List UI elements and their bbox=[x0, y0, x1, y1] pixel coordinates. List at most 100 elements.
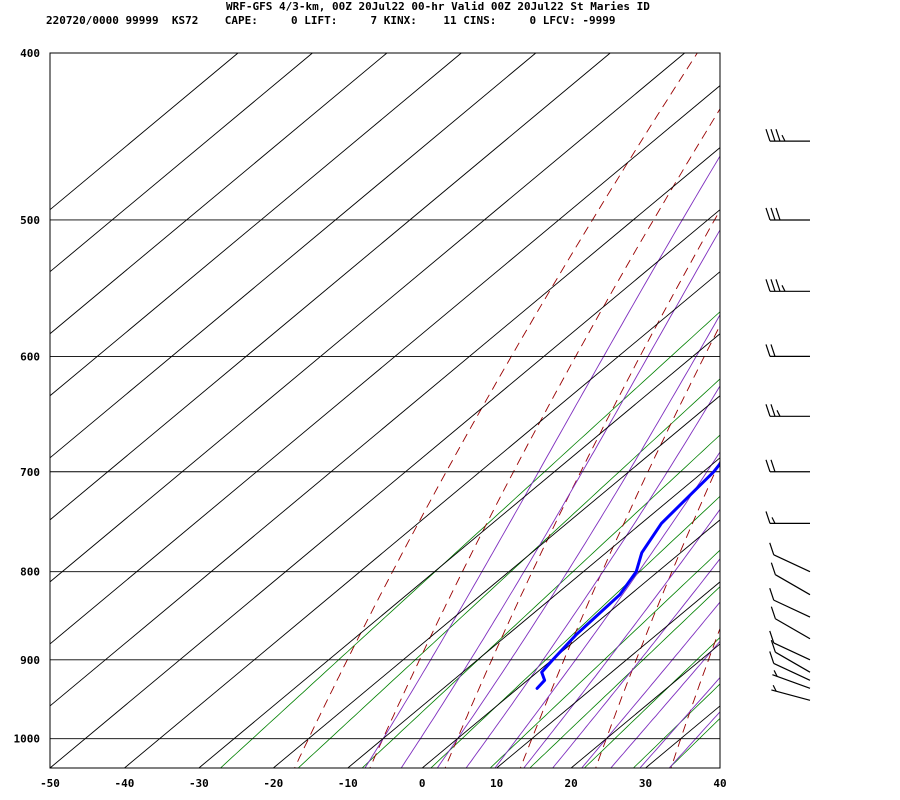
wind-barb bbox=[772, 670, 811, 689]
wind-barb-staff bbox=[773, 554, 811, 573]
wind-barb-staff bbox=[775, 651, 811, 673]
wind-barb-full-feather bbox=[770, 279, 776, 292]
moist-adiabat-line bbox=[400, 229, 720, 768]
moist-adiabat-line bbox=[581, 601, 720, 768]
isotherm-line bbox=[124, 271, 721, 769]
mixing-ratio-line bbox=[219, 311, 720, 768]
wind-barb bbox=[769, 630, 811, 661]
moist-adiabat-line bbox=[436, 313, 720, 768]
moist-adiabat-line bbox=[668, 711, 720, 768]
grid bbox=[49, 52, 721, 769]
moist-adiabat-line bbox=[639, 676, 720, 768]
background-lines bbox=[219, 15, 900, 776]
temperature-tick-label: 40 bbox=[713, 777, 726, 790]
wind-barb-full-feather bbox=[770, 207, 776, 221]
wind-barb-half-feather bbox=[781, 134, 786, 142]
wind-barb-staff bbox=[775, 618, 811, 640]
wind-barb-full-feather bbox=[765, 344, 771, 357]
wind-barbs bbox=[765, 128, 811, 701]
wind-barb-half-feather bbox=[772, 684, 777, 692]
isotherm-line bbox=[49, 52, 462, 397]
wind-barb-staff bbox=[773, 662, 811, 681]
isotherm-line bbox=[49, 209, 721, 769]
wind-barb-full-feather bbox=[770, 639, 776, 653]
wind-barb-staff bbox=[771, 689, 811, 701]
mixing-ratio-line bbox=[489, 549, 720, 768]
wind-barb bbox=[765, 404, 810, 417]
isotherm-line bbox=[645, 705, 721, 769]
isotherm-line bbox=[347, 457, 721, 769]
wind-barb-full-feather bbox=[775, 207, 781, 221]
chart-title: WRF-GFS 4/3-km, 00Z 20Jul22 00-hr Valid … bbox=[226, 0, 650, 13]
isotherm-line bbox=[49, 52, 239, 211]
dry-adiabat-line bbox=[294, 53, 698, 768]
wind-barb bbox=[769, 587, 811, 618]
wind-barb bbox=[765, 459, 810, 473]
dry-adiabat-line bbox=[369, 108, 720, 768]
wind-barb-full-feather bbox=[769, 542, 775, 555]
wind-barb-full-feather bbox=[770, 562, 776, 575]
pressure-tick-label: 900 bbox=[20, 654, 40, 667]
wind-barb bbox=[770, 606, 811, 640]
pressure-tick-label: 400 bbox=[20, 47, 40, 60]
isotherm-line bbox=[49, 85, 721, 645]
pressure-tick-label: 500 bbox=[20, 214, 40, 227]
mixing-ratio-line bbox=[529, 586, 720, 768]
temperature-profile-line bbox=[726, 145, 900, 687]
wind-barb-full-feather bbox=[770, 128, 776, 142]
isotherm-line bbox=[49, 52, 313, 273]
wind-barb bbox=[769, 542, 811, 573]
wind-barb-staff bbox=[773, 642, 811, 661]
wind-barb bbox=[765, 128, 810, 142]
wind-barb-staff bbox=[772, 674, 811, 689]
wind-barb-full-feather bbox=[765, 128, 771, 142]
wind-barb bbox=[770, 562, 811, 596]
temperature-tick-label: -20 bbox=[263, 777, 283, 790]
dewpoint-profile-line bbox=[535, 461, 720, 690]
temperature-tick-label: 20 bbox=[564, 777, 577, 790]
wind-barb bbox=[765, 344, 810, 358]
wind-barb-full-feather bbox=[769, 630, 775, 644]
wind-barb bbox=[765, 207, 810, 221]
station-indices-line: 220720/0000 99999 KS72 CAPE: 0 LIFT: 7 K… bbox=[46, 14, 616, 27]
plot-border bbox=[49, 52, 721, 769]
wind-barb bbox=[765, 279, 810, 292]
wind-barb-full-feather bbox=[775, 279, 781, 292]
wind-barb-full-feather bbox=[765, 511, 771, 524]
mixing-ratio-line bbox=[297, 378, 720, 768]
temperature-tick-label: -30 bbox=[189, 777, 209, 790]
temperature-tick-label: -40 bbox=[115, 777, 135, 790]
wind-barb-half-feather bbox=[771, 517, 776, 524]
wind-barb bbox=[769, 651, 811, 681]
temperature-tick-label: 30 bbox=[639, 777, 652, 790]
mixing-ratio-line bbox=[361, 434, 720, 768]
isotherm-line bbox=[273, 395, 721, 769]
isotherm-line bbox=[496, 581, 721, 769]
dry-adiabat-line bbox=[895, 15, 900, 776]
moist-adiabat-line bbox=[610, 640, 720, 768]
wind-barb bbox=[770, 639, 811, 673]
wind-barb bbox=[765, 511, 810, 524]
wind-barb-half-feather bbox=[773, 670, 778, 677]
dry-adiabat-line bbox=[744, 15, 900, 776]
wind-barb-full-feather bbox=[769, 587, 775, 601]
tick-labels: 400 500 600 700 800 900 1000 -50 -40 -30 -20 -10 0 10… bbox=[14, 47, 727, 790]
wind-barb-staff bbox=[773, 599, 811, 618]
isotherm-line bbox=[49, 52, 388, 335]
wind-barb-half-feather bbox=[776, 410, 781, 417]
mixing-ratio-line bbox=[430, 495, 720, 768]
wind-barb-full-feather bbox=[770, 606, 776, 619]
temperature-tick-label: -10 bbox=[338, 777, 358, 790]
dry-adiabat-line bbox=[519, 324, 720, 768]
wind-barb-full-feather bbox=[765, 404, 771, 417]
wind-barb-full-feather bbox=[765, 459, 771, 472]
wind-barb-full-feather bbox=[770, 344, 776, 357]
isotherm-line bbox=[198, 333, 721, 769]
wind-barb-half-feather bbox=[781, 285, 786, 292]
mixing-ratio-line bbox=[583, 636, 720, 768]
wind-barb-full-feather bbox=[775, 128, 781, 142]
moist-adiabat-line bbox=[465, 385, 720, 768]
wind-barb-full-feather bbox=[765, 279, 771, 292]
temperature-tick-label: 10 bbox=[490, 777, 503, 790]
